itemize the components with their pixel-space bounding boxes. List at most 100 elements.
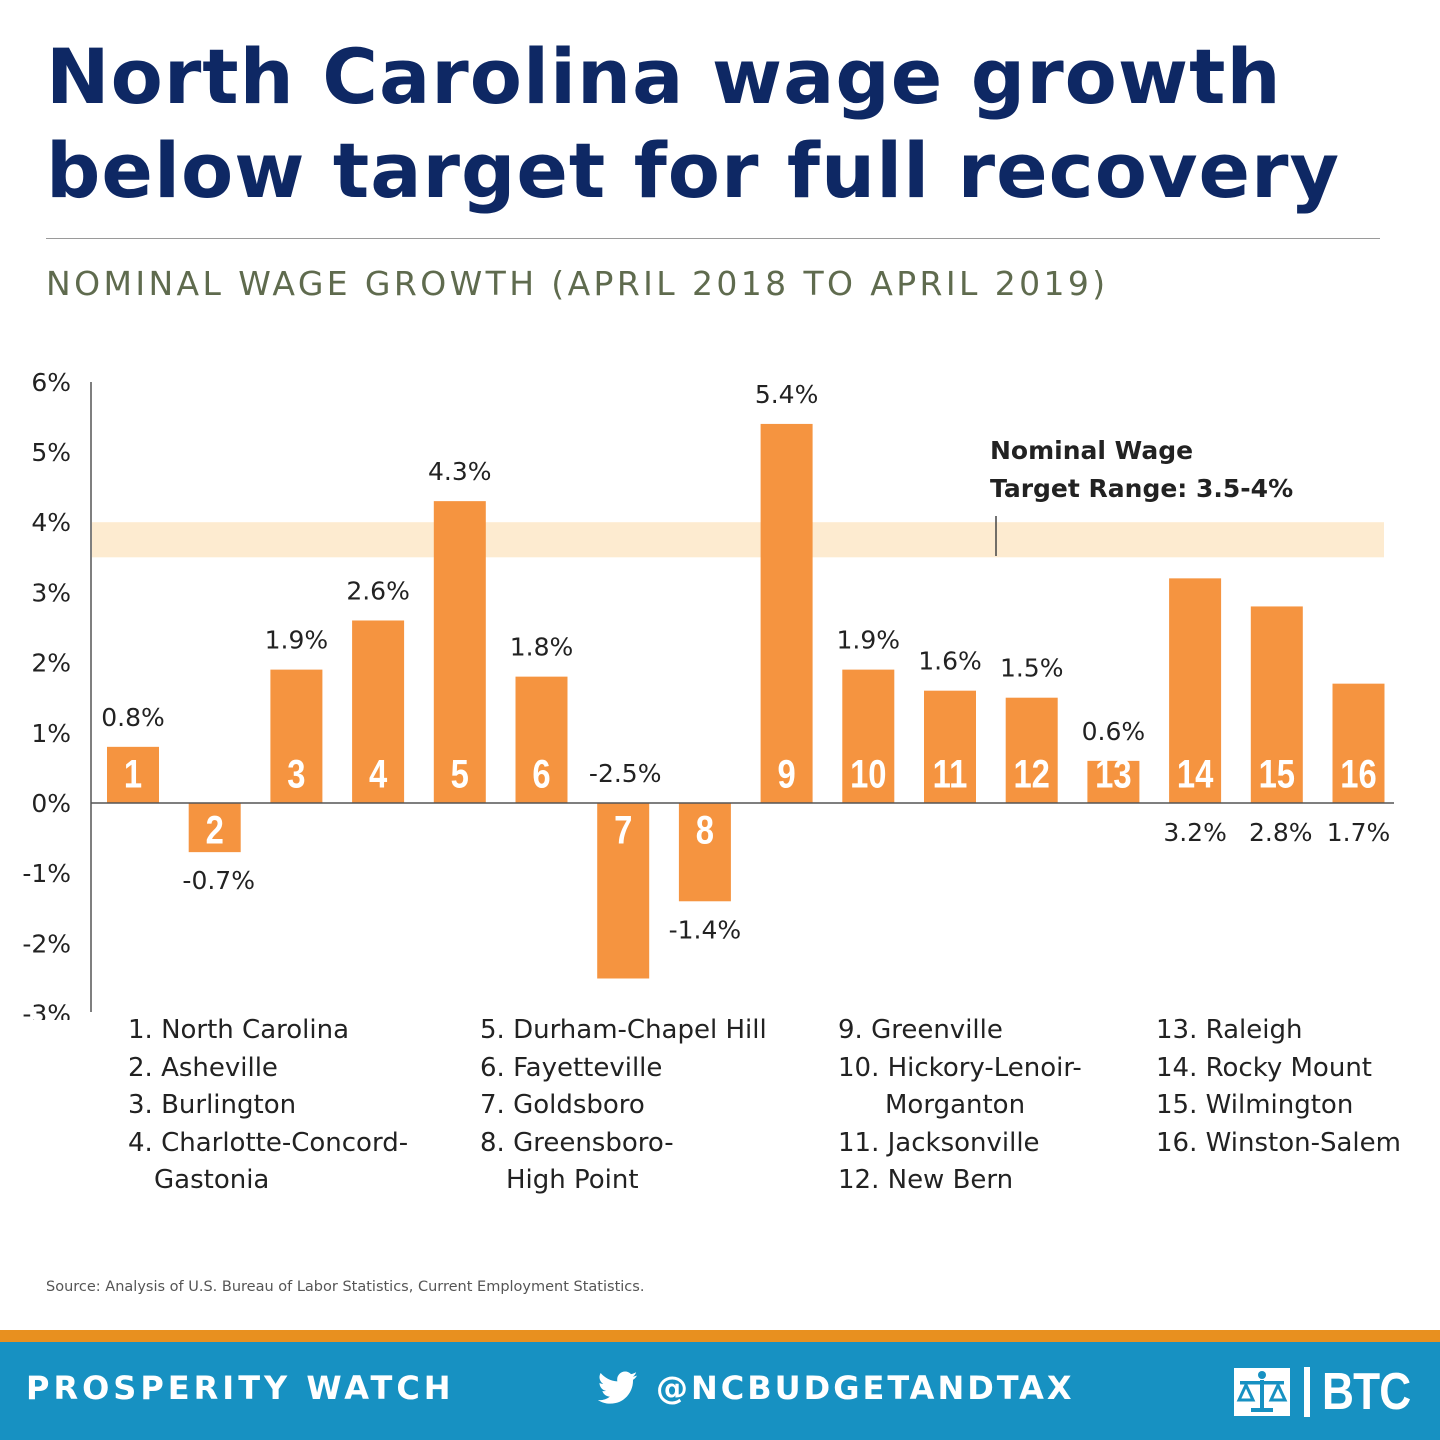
bar-value-label: 1.5% xyxy=(1000,654,1064,683)
twitter-handle-text: @NCBUDGETANDTAX xyxy=(656,1369,1075,1407)
legend-item: 8. Greensboro- High Point xyxy=(480,1125,767,1200)
legend-column: 5. Durham-Chapel Hill 6. Fayetteville 7. G… xyxy=(480,1012,767,1200)
legend-item-label: 13. Raleigh xyxy=(1156,1015,1303,1045)
footer-bar: PROSPERITY WATCH @NCBUDGETANDTAX BTC xyxy=(0,1342,1440,1440)
bar-value-label: 1.7% xyxy=(1327,818,1391,847)
bar-number-label: 11 xyxy=(933,751,968,796)
bar-7 xyxy=(597,803,650,979)
bar-value-label: 2.6% xyxy=(346,576,410,605)
bar-1 xyxy=(107,746,159,803)
bar-value-label: 3.2% xyxy=(1163,818,1227,847)
bar-13 xyxy=(1087,760,1140,803)
legend-item: 6. Fayetteville xyxy=(480,1050,767,1088)
footer-brand: PROSPERITY WATCH xyxy=(26,1369,455,1407)
bar-number-label: 16 xyxy=(1340,751,1376,796)
bar-10 xyxy=(842,669,895,803)
legend-item-label: 6. Fayetteville xyxy=(480,1052,663,1083)
legend-item: 3. Burlington xyxy=(128,1087,408,1125)
bar-5 xyxy=(433,501,486,803)
source-note: Source: Analysis of U.S. Bureau of Labor… xyxy=(46,1279,645,1295)
bar-number-label: 5 xyxy=(451,751,469,796)
bar-value-label: 1.9% xyxy=(837,626,901,655)
legend-item: 9. Greenville xyxy=(838,1012,1082,1050)
legend-item-label: 2. Asheville xyxy=(128,1052,278,1083)
y-tick-label: -3% xyxy=(22,1000,71,1020)
bar-value-label: -2.5% xyxy=(589,759,662,788)
legend-item: 4. Charlotte-Concord- Gastonia xyxy=(128,1125,408,1200)
title-line-1: North Carolina wage growth xyxy=(46,32,1282,121)
bar-number-label: 14 xyxy=(1177,751,1214,796)
bar-value-label: 2.8% xyxy=(1249,818,1313,847)
bar-2 xyxy=(188,803,241,853)
bar-number-label: 1 xyxy=(124,751,142,796)
legend-column: 1. North Carolina 2. Asheville 3. Burlingt… xyxy=(128,1012,408,1200)
bar-number-label: 10 xyxy=(850,751,886,796)
legend-item-label: 14. Rocky Mount xyxy=(1156,1052,1372,1083)
legend-item: 13. Raleigh xyxy=(1156,1012,1401,1050)
legend-item: 16. Winston-Salem xyxy=(1156,1125,1401,1163)
bar-chart: 6% 5% 4% 3% 2% 1% 0% -1% -2% -3% 1 0.8% 2 -0.7% 3 1.9% 4… xyxy=(22,370,1394,1020)
bar-3 xyxy=(270,669,323,803)
bar-8 xyxy=(678,803,731,902)
footer-accent-stripe xyxy=(0,1330,1440,1342)
bar-number-label: 15 xyxy=(1259,751,1295,796)
legend-item: 7. Goldsboro xyxy=(480,1087,767,1125)
bar-number-label: 13 xyxy=(1095,751,1131,796)
legend-column: 13. Raleigh 14. Rocky Mount 15. Wilmington… xyxy=(1156,1012,1401,1162)
legend-item: 10. Hickory-Lenoir- Morganton xyxy=(838,1050,1082,1125)
legend-item-label: 16. Winston-Salem xyxy=(1156,1127,1401,1158)
legend-item-label: 15. Wilmington xyxy=(1156,1090,1354,1120)
target-annotation-label: Target Range: 3.5-4% xyxy=(990,474,1293,503)
y-tick-label: 0% xyxy=(31,789,71,818)
btc-logo: BTC xyxy=(1232,1362,1426,1422)
legend-item-label-continued: Morganton xyxy=(885,1090,1026,1120)
legend-item: 1. North Carolina xyxy=(128,1012,408,1050)
legend-item-label: 12. New Bern xyxy=(838,1165,1014,1195)
legend-item: 15. Wilmington xyxy=(1156,1087,1401,1125)
bar-15 xyxy=(1250,606,1303,803)
y-tick-label: 2% xyxy=(31,649,71,678)
bar-9 xyxy=(760,423,813,803)
bar-value-label: 1.8% xyxy=(510,633,574,662)
bar-number-label: 2 xyxy=(206,807,224,852)
legend-item-label-continued: High Point xyxy=(506,1165,639,1195)
legend-item-label: 11. Jacksonville xyxy=(838,1127,1040,1158)
y-tick-label: 4% xyxy=(31,508,71,537)
legend-item-label: 10. Hickory-Lenoir- xyxy=(838,1052,1082,1083)
y-tick-label: 1% xyxy=(31,719,71,748)
y-tick-label: -1% xyxy=(22,859,71,888)
legend-item-label: 3. Burlington xyxy=(128,1090,297,1120)
bar-number-label: 12 xyxy=(1013,751,1049,796)
legend-item: 14. Rocky Mount xyxy=(1156,1050,1401,1088)
page-title: North Carolina wage growth below target … xyxy=(46,30,1426,218)
title-divider xyxy=(46,238,1380,239)
legend-item-label: 4. Charlotte-Concord- xyxy=(128,1127,409,1158)
bar-value-label: 1.6% xyxy=(918,647,982,676)
legend-item: 12. New Bern xyxy=(838,1162,1082,1200)
twitter-handle-link[interactable]: @NCBUDGETANDTAX xyxy=(598,1369,1075,1407)
y-tick-label: 5% xyxy=(31,438,71,467)
bar-number-label: 9 xyxy=(777,751,795,796)
bar-4 xyxy=(352,620,405,803)
legend-item-label: 9. Greenville xyxy=(838,1015,1003,1045)
legend-item-label: 1. North Carolina xyxy=(128,1015,350,1045)
logo-text: BTC xyxy=(1322,1363,1411,1421)
title-line-2: below target for full recovery xyxy=(46,126,1341,215)
bar-value-label: -0.7% xyxy=(182,866,255,895)
bar-value-label: 0.8% xyxy=(101,703,165,732)
legend-item-label-continued: Gastonia xyxy=(154,1165,270,1195)
legend-item-label: 5. Durham-Chapel Hill xyxy=(480,1015,767,1045)
legend-column: 9. Greenville 10. Hickory-Lenoir- Morganto… xyxy=(838,1012,1082,1200)
bar-value-label: -1.4% xyxy=(669,915,742,944)
y-tick-label: 6% xyxy=(31,370,71,397)
bar-11 xyxy=(924,690,976,803)
legend-item: 5. Durham-Chapel Hill xyxy=(480,1012,767,1050)
y-tick-label: 3% xyxy=(31,578,71,607)
chart-subtitle: NOMINAL WAGE GROWTH (APRIL 2018 TO APRIL… xyxy=(46,264,1109,303)
y-tick-label: -2% xyxy=(22,929,71,958)
legend-item: 2. Asheville xyxy=(128,1050,408,1088)
legend-item: 11. Jacksonville xyxy=(838,1125,1082,1163)
bar-number-label: 8 xyxy=(696,807,714,852)
bar-14 xyxy=(1169,578,1222,803)
legend-item-label: 8. Greensboro- xyxy=(480,1127,674,1158)
